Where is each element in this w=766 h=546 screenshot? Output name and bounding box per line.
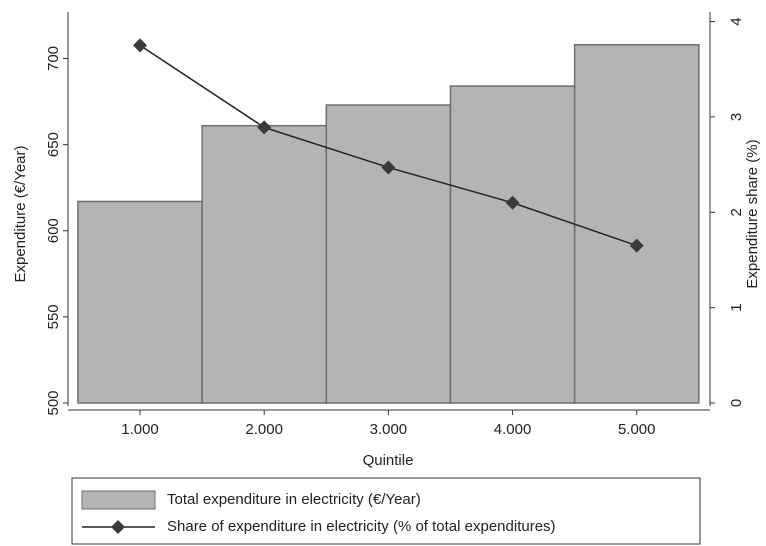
- x-axis-title: Quintile: [363, 452, 414, 469]
- y2-tick-label: 0: [728, 399, 745, 407]
- marker: [505, 195, 520, 210]
- marker: [257, 120, 272, 135]
- y2-tick-label: 4: [728, 17, 745, 25]
- y2-tick-label: 3: [728, 113, 745, 121]
- marker: [381, 160, 396, 175]
- y-tick-label: 700: [45, 46, 62, 71]
- x-tick-label: 5.000: [618, 421, 656, 438]
- legend-box: [71, 477, 701, 545]
- marker: [133, 38, 148, 53]
- bar: [449, 85, 576, 404]
- bar: [573, 43, 700, 404]
- legend-swatch: [81, 490, 156, 510]
- legend-marker: [111, 520, 125, 534]
- x-tick-label: 2.000: [245, 421, 283, 438]
- legend-label: Share of expenditure in electricity (% o…: [167, 518, 556, 535]
- legend-label: Total expenditure in electricity (€/Year…: [167, 491, 421, 508]
- y-tick-label: 650: [45, 132, 62, 157]
- x-tick-label: 1.000: [121, 421, 159, 438]
- x-tick-label: 4.000: [494, 421, 532, 438]
- y-tick-label: 550: [45, 304, 62, 329]
- y2-tick-label: 2: [728, 208, 745, 216]
- bar: [201, 124, 328, 404]
- y2-tick-label: 1: [728, 303, 745, 311]
- bar: [77, 200, 203, 404]
- bar: [325, 104, 452, 404]
- y-tick-label: 600: [45, 218, 62, 243]
- marker: [629, 238, 644, 253]
- y-tick-label: 500: [45, 390, 62, 415]
- x-tick-label: 3.000: [370, 421, 408, 438]
- y-axis-title: Expenditure (€/Year): [12, 145, 29, 282]
- y2-axis-title: Expenditure share (%): [744, 139, 761, 288]
